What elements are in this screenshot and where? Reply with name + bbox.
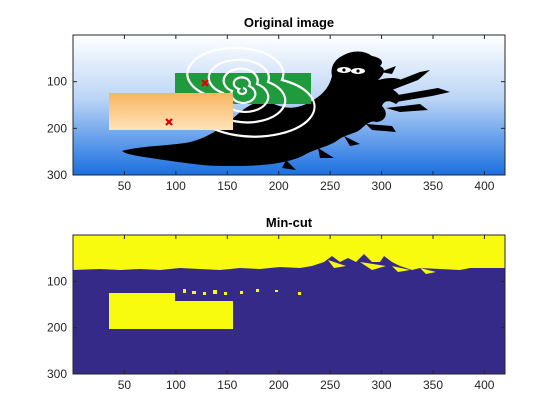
top-chart-title: Original image	[244, 15, 334, 30]
bottom-chart-title: Min-cut	[266, 215, 313, 230]
dragon-silhouette	[122, 51, 404, 166]
y-tick-label: 300	[47, 168, 67, 182]
x-tick-label: 400	[474, 378, 494, 392]
top-axes-box	[72, 34, 506, 176]
x-tick-label: 100	[166, 179, 186, 193]
x-tick-label: 300	[372, 378, 392, 392]
x-tick-label: 250	[320, 179, 340, 193]
red-x-marker-2	[165, 118, 173, 126]
x-tick-label: 350	[423, 378, 443, 392]
bottom-tick-labels: 50 100 150 200 250 300 350 400 100 200 300	[47, 274, 495, 392]
label-1-top-band	[73, 235, 505, 270]
x-tick-label: 400	[474, 179, 494, 193]
label-1-wisps	[328, 260, 436, 274]
x-tick-label: 150	[217, 378, 237, 392]
bottom-image-area	[73, 235, 505, 374]
bottom-ticks	[73, 235, 505, 375]
y-tick-label: 100	[47, 75, 67, 89]
top-tick-labels: 50 100 150 200 250 300 350 400 100 200 300	[47, 75, 495, 193]
x-tick-label: 50	[118, 378, 132, 392]
red-x-marker-1	[201, 79, 209, 87]
top-ticks	[73, 35, 505, 176]
y-tick-label: 200	[47, 121, 67, 135]
speckles	[183, 289, 301, 295]
x-tick-label: 300	[372, 179, 392, 193]
y-tick-label: 300	[47, 367, 67, 381]
y-tick-label: 100	[47, 274, 67, 288]
top-image-area	[73, 35, 505, 175]
x-tick-label: 150	[217, 179, 237, 193]
x-tick-label: 50	[118, 179, 132, 193]
y-tick-label: 200	[47, 321, 67, 335]
x-tick-label: 350	[423, 179, 443, 193]
x-tick-label: 100	[166, 378, 186, 392]
x-tick-label: 250	[320, 378, 340, 392]
x-tick-label: 200	[269, 179, 289, 193]
x-tick-label: 200	[269, 378, 289, 392]
bottom-axes-box	[72, 234, 506, 375]
rectangle-notches	[175, 293, 233, 301]
